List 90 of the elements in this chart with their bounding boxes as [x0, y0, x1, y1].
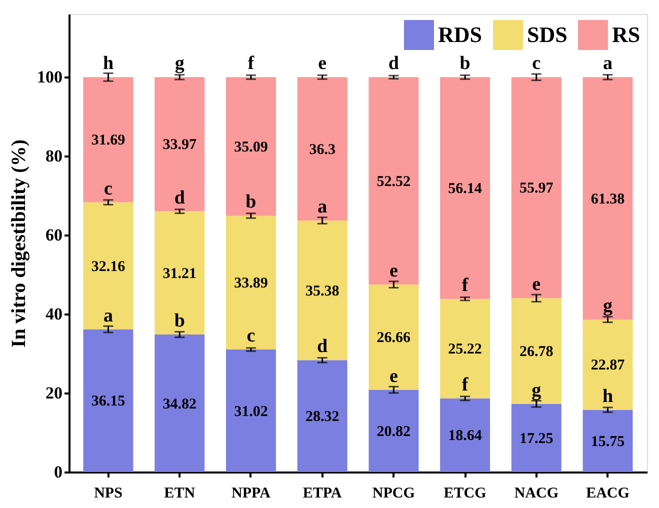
- data-label: 32.16: [91, 258, 126, 275]
- bar: [297, 360, 348, 472]
- data-label: 52.52: [376, 174, 411, 190]
- y-tick-label: 0: [54, 462, 62, 482]
- x-tick-label: ETPA: [302, 486, 342, 502]
- data-label: 28.32: [305, 409, 340, 426]
- annotation: c: [532, 53, 541, 74]
- bar: [297, 220, 348, 360]
- data-label: 31.02: [234, 404, 268, 420]
- bar: [582, 320, 633, 410]
- x-tick-label: ETN: [164, 486, 196, 502]
- data-label: 61.38: [590, 191, 625, 208]
- y-tick-label: 80: [46, 146, 62, 166]
- annotation: e: [389, 366, 398, 387]
- annotation: c: [246, 326, 256, 347]
- annotation: b: [174, 310, 185, 332]
- bar: [226, 77, 276, 216]
- annotation: g: [532, 380, 542, 401]
- legend-label: RS: [612, 22, 640, 47]
- x-tick-label: ETCG: [444, 486, 487, 502]
- y-tick-label: 40: [46, 304, 62, 324]
- data-label: 33.89: [234, 276, 268, 292]
- annotation: b: [246, 192, 256, 213]
- bar: [440, 77, 490, 299]
- annotation: h: [602, 386, 614, 407]
- annotation: e: [318, 53, 327, 74]
- bar: [440, 398, 490, 472]
- bar: [154, 334, 205, 472]
- bar: [83, 202, 134, 330]
- bar: [582, 410, 633, 472]
- annotation: a: [603, 53, 614, 74]
- y-tick-label: 20: [46, 384, 62, 403]
- annotation: a: [318, 196, 328, 218]
- bar: [511, 404, 562, 472]
- annotation: f: [462, 274, 469, 296]
- data-label: 31.69: [91, 132, 126, 149]
- data-label: 20.82: [376, 424, 411, 440]
- data-label: 26.78: [520, 344, 554, 360]
- data-label: 36.15: [91, 394, 126, 410]
- bar: [297, 77, 348, 220]
- annotation: d: [388, 53, 400, 74]
- x-tick-label: NPCG: [372, 486, 416, 502]
- annotation: e: [389, 260, 398, 282]
- annotation: f: [462, 374, 469, 396]
- bar: [154, 211, 205, 335]
- bar: [511, 298, 562, 404]
- annotation: b: [460, 53, 470, 74]
- data-label: 22.87: [590, 358, 626, 374]
- annotation: f: [248, 53, 255, 74]
- y-axis-title: In vitro digestibility (%): [8, 140, 30, 348]
- x-tick-label: NPPA: [232, 486, 271, 502]
- bar: [154, 77, 205, 212]
- annotation: h: [102, 53, 114, 74]
- data-label: 35.09: [234, 139, 268, 156]
- bar: [368, 390, 419, 472]
- data-label: 26.66: [376, 330, 412, 346]
- x-tick-label: NACG: [514, 486, 559, 502]
- y-tick-label: 60: [46, 226, 62, 245]
- data-label: 17.25: [520, 430, 554, 447]
- bar: [83, 329, 134, 472]
- annotation: c: [104, 178, 112, 200]
- data-label: 15.75: [590, 434, 625, 450]
- bar: [83, 77, 134, 202]
- annotation: e: [532, 274, 541, 296]
- legend-label: RDS: [438, 22, 482, 47]
- data-label: 36.3: [309, 142, 336, 158]
- bar: [226, 216, 276, 350]
- bar: [511, 77, 562, 298]
- data-label: 25.22: [448, 342, 482, 358]
- annotation: g: [174, 53, 185, 74]
- data-label: 55.97: [520, 180, 554, 197]
- data-label: 18.64: [448, 428, 482, 444]
- bar: [368, 284, 419, 390]
- legend-label: SDS: [527, 22, 568, 47]
- annotation: d: [174, 187, 186, 208]
- bar: [582, 77, 633, 320]
- bar: [226, 350, 276, 472]
- data-label: 33.97: [162, 137, 197, 154]
- data-label: 34.82: [162, 396, 196, 412]
- annotation: a: [103, 305, 114, 326]
- y-tick-label: 100: [37, 68, 62, 87]
- data-label: 35.38: [305, 283, 340, 300]
- annotation: d: [317, 336, 328, 358]
- data-label: 31.21: [162, 266, 196, 282]
- bar: [368, 77, 419, 285]
- x-tick-label: EACG: [586, 486, 630, 502]
- annotation: g: [603, 296, 614, 317]
- x-tick-label: NPS: [94, 486, 122, 502]
- data-label: 56.14: [448, 181, 482, 197]
- bar: [440, 298, 490, 398]
